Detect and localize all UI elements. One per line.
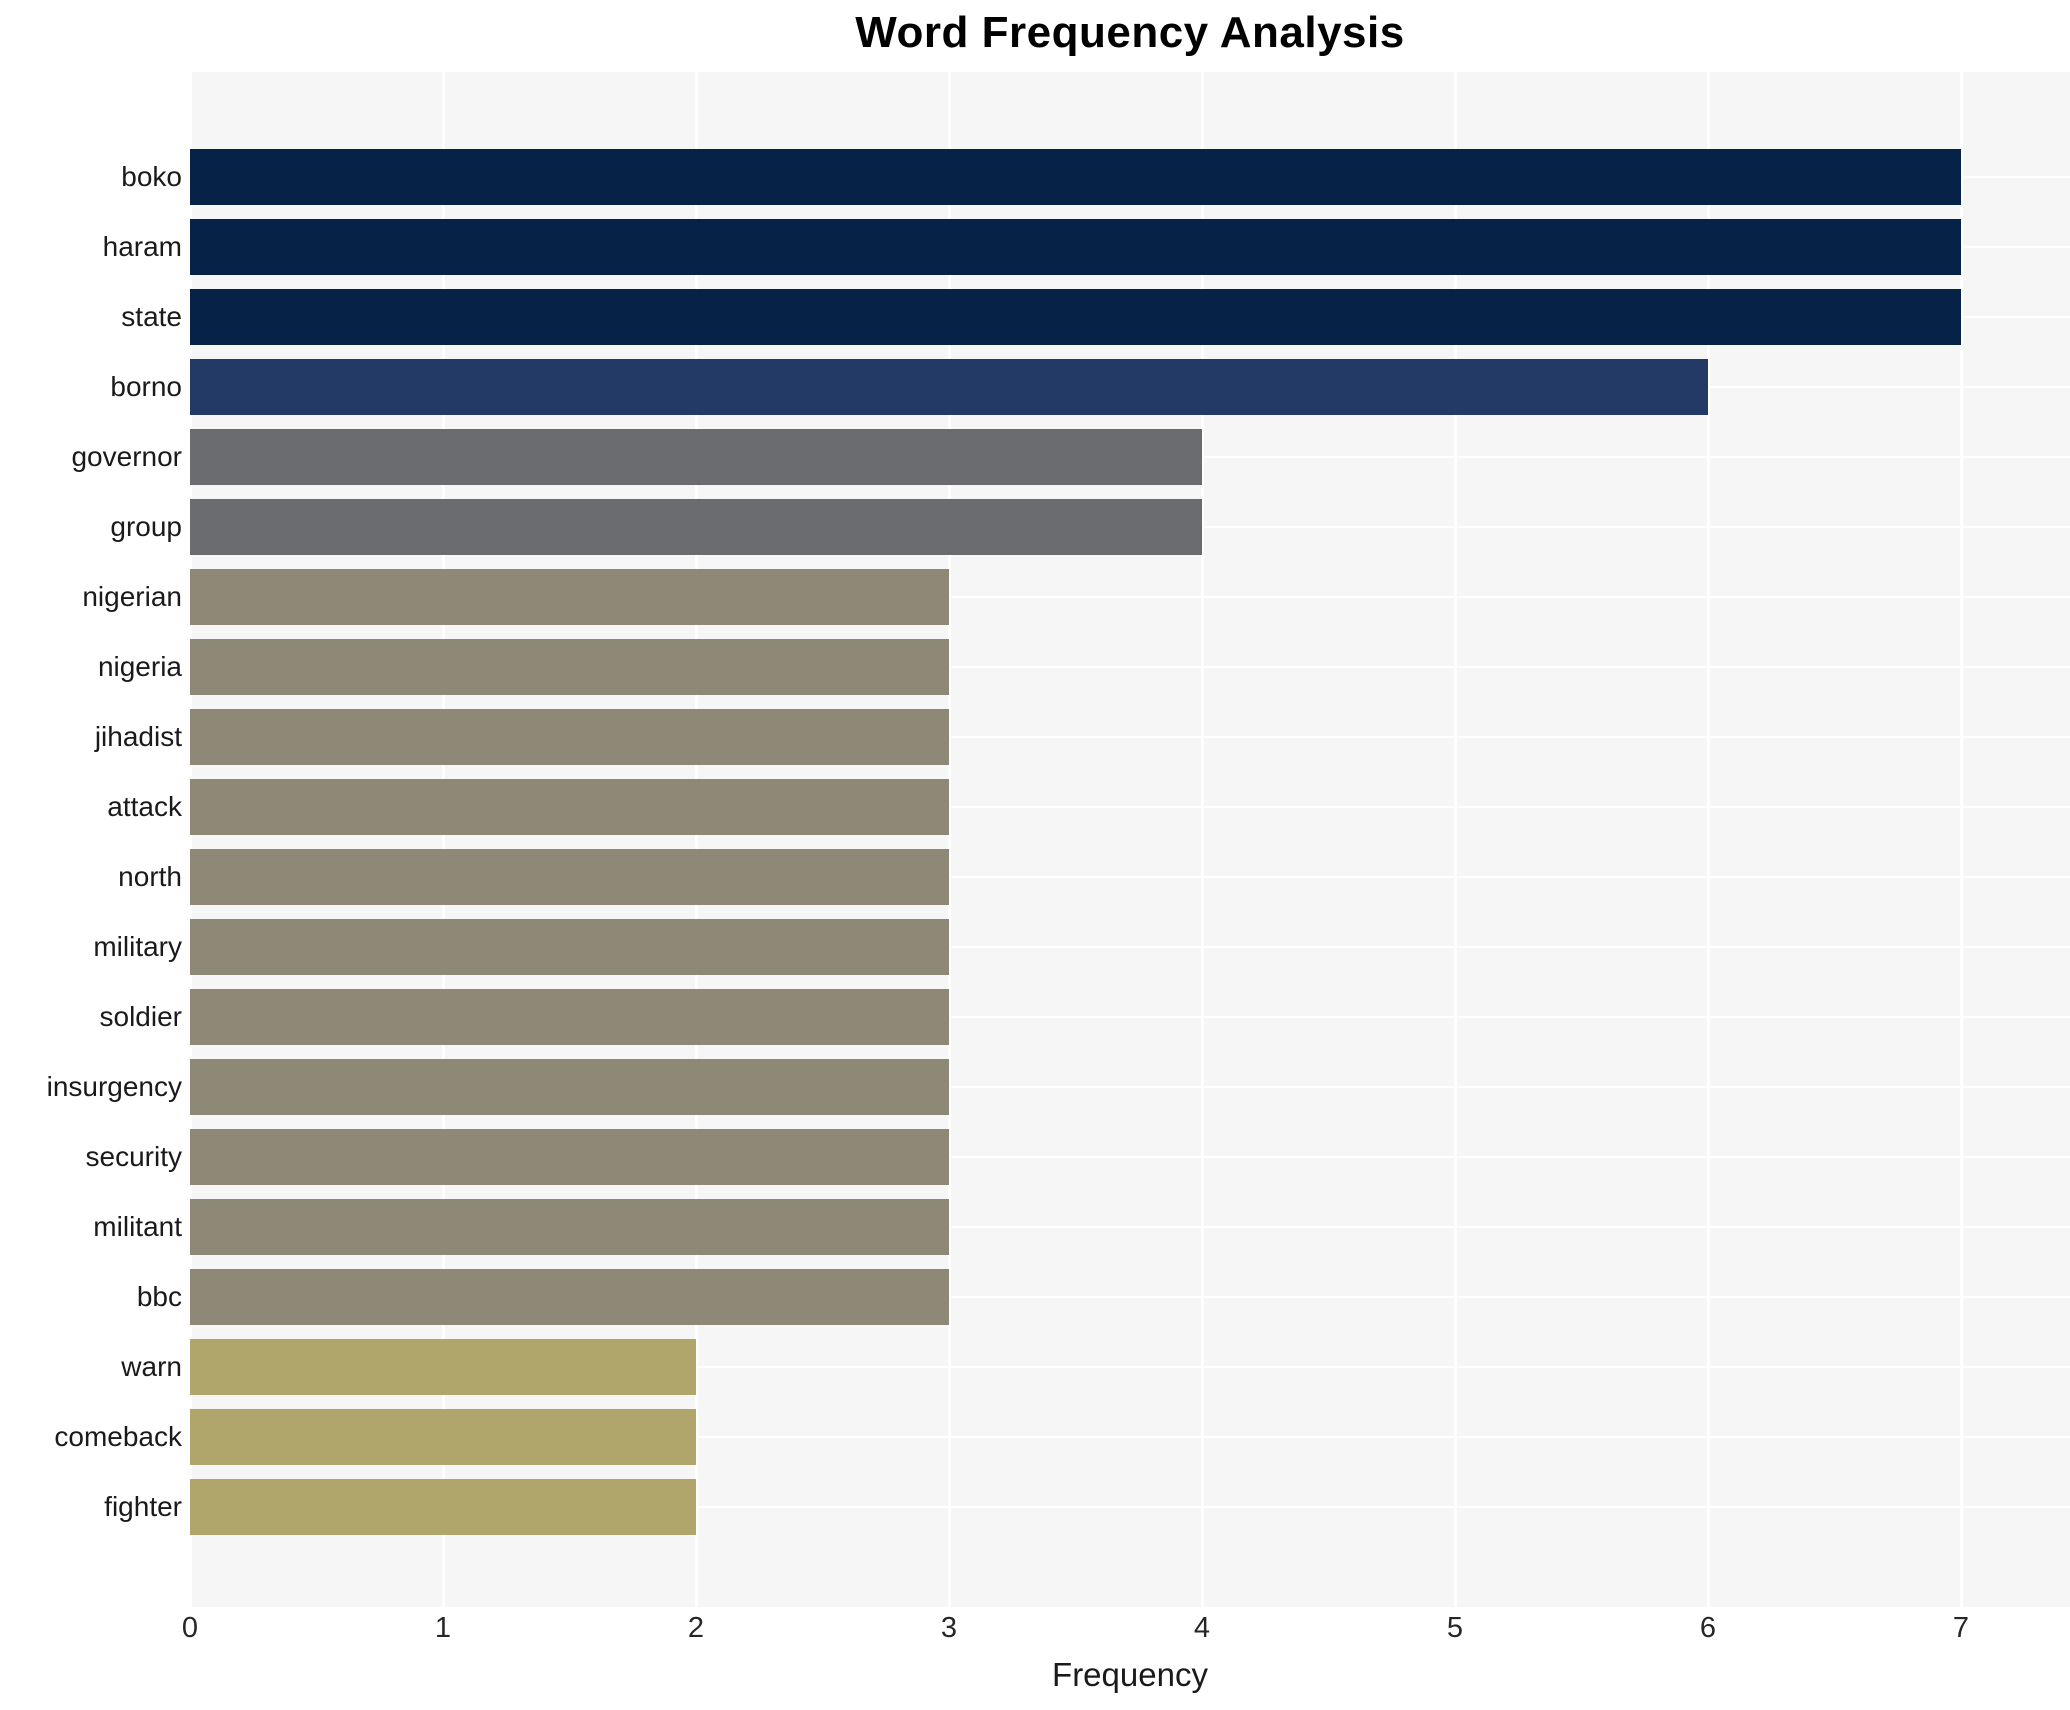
- x-tick-2: 2: [687, 1612, 705, 1644]
- y-gridline-military: [190, 946, 2070, 948]
- y-label-comeback: comeback: [54, 1421, 182, 1452]
- bar-fighter: [190, 1479, 696, 1535]
- bar-bbc: [190, 1269, 949, 1325]
- bar-haram: [190, 219, 1961, 275]
- y-label-insurgency: insurgency: [46, 1071, 182, 1102]
- y-label-security: security: [85, 1141, 182, 1172]
- chart-title: Word Frequency Analysis: [855, 8, 1405, 57]
- x-tick-5: 5: [1446, 1612, 1464, 1644]
- x-gridline-5: [1454, 72, 1457, 1607]
- x-tick-0: 0: [181, 1612, 199, 1644]
- y-gridline-attack: [190, 806, 2070, 808]
- x-axis-title: Frequency: [1052, 1656, 1208, 1693]
- bar-security: [190, 1129, 949, 1185]
- y-label-attack: attack: [107, 791, 182, 822]
- y-gridline-nigerian: [190, 596, 2070, 598]
- y-gridline-security: [190, 1156, 2070, 1158]
- x-tick-4: 4: [1193, 1612, 1211, 1644]
- bar-jihadist: [190, 709, 949, 765]
- y-label-bbc: bbc: [136, 1281, 182, 1312]
- y-label-state: state: [121, 301, 182, 332]
- y-gridline-fighter: [190, 1506, 2070, 1508]
- bar-group: [190, 499, 1202, 555]
- bar-nigeria: [190, 639, 949, 695]
- x-gridline-1: [442, 72, 445, 1607]
- y-label-nigerian: nigerian: [82, 581, 182, 612]
- bar-military: [190, 919, 949, 975]
- bar-comeback: [190, 1409, 696, 1465]
- y-label-nigeria: nigeria: [97, 651, 182, 682]
- y-axis-labels: boko haram state borno governor group nigerian…: [0, 72, 182, 1607]
- y-label-jihadist: jihadist: [94, 721, 182, 752]
- x-tick-3: 3: [940, 1612, 958, 1644]
- bar-warn: [190, 1339, 696, 1395]
- y-gridline-jihadist: [190, 736, 2070, 738]
- y-label-soldier: soldier: [99, 1001, 182, 1032]
- x-gridline-4: [1201, 72, 1204, 1607]
- bar-insurgency: [190, 1059, 949, 1115]
- y-gridline-militant: [190, 1226, 2070, 1228]
- y-gridline-comeback: [190, 1436, 2070, 1438]
- bar-soldier: [190, 989, 949, 1045]
- y-label-military: military: [93, 931, 182, 962]
- bar-governor: [190, 429, 1202, 485]
- y-label-haram: haram: [102, 231, 182, 262]
- y-label-group: group: [110, 511, 182, 542]
- x-gridline-7: [1960, 72, 1963, 1607]
- x-axis: 0 1 2 3 4 5 6 7: [0, 1612, 2070, 1652]
- y-label-governor: governor: [71, 441, 182, 472]
- x-gridline-6: [1707, 72, 1710, 1607]
- y-label-boko: boko: [121, 161, 182, 192]
- y-gridline-bbc: [190, 1296, 2070, 1298]
- x-tick-1: 1: [434, 1612, 452, 1644]
- y-gridline-warn: [190, 1366, 2070, 1368]
- bar-north: [190, 849, 949, 905]
- x-gridline-0: [190, 72, 192, 1607]
- x-gridline-3: [948, 72, 951, 1607]
- y-label-fighter: fighter: [104, 1491, 182, 1522]
- y-label-borno: borno: [110, 371, 182, 402]
- bar-boko: [190, 149, 1961, 205]
- x-tick-6: 6: [1699, 1612, 1717, 1644]
- y-gridline-north: [190, 876, 2070, 878]
- bar-militant: [190, 1199, 949, 1255]
- y-label-militant: militant: [93, 1211, 182, 1242]
- y-gridline-nigeria: [190, 666, 2070, 668]
- x-gridline-2: [695, 72, 698, 1607]
- y-gridline-insurgency: [190, 1086, 2070, 1088]
- plot-area: [190, 72, 2070, 1607]
- bar-state: [190, 289, 1961, 345]
- bar-nigerian: [190, 569, 949, 625]
- y-gridline-soldier: [190, 1016, 2070, 1018]
- y-label-warn: warn: [121, 1351, 182, 1382]
- bar-borno: [190, 359, 1708, 415]
- x-tick-7: 7: [1952, 1612, 1970, 1644]
- bar-attack: [190, 779, 949, 835]
- y-label-north: north: [118, 861, 182, 892]
